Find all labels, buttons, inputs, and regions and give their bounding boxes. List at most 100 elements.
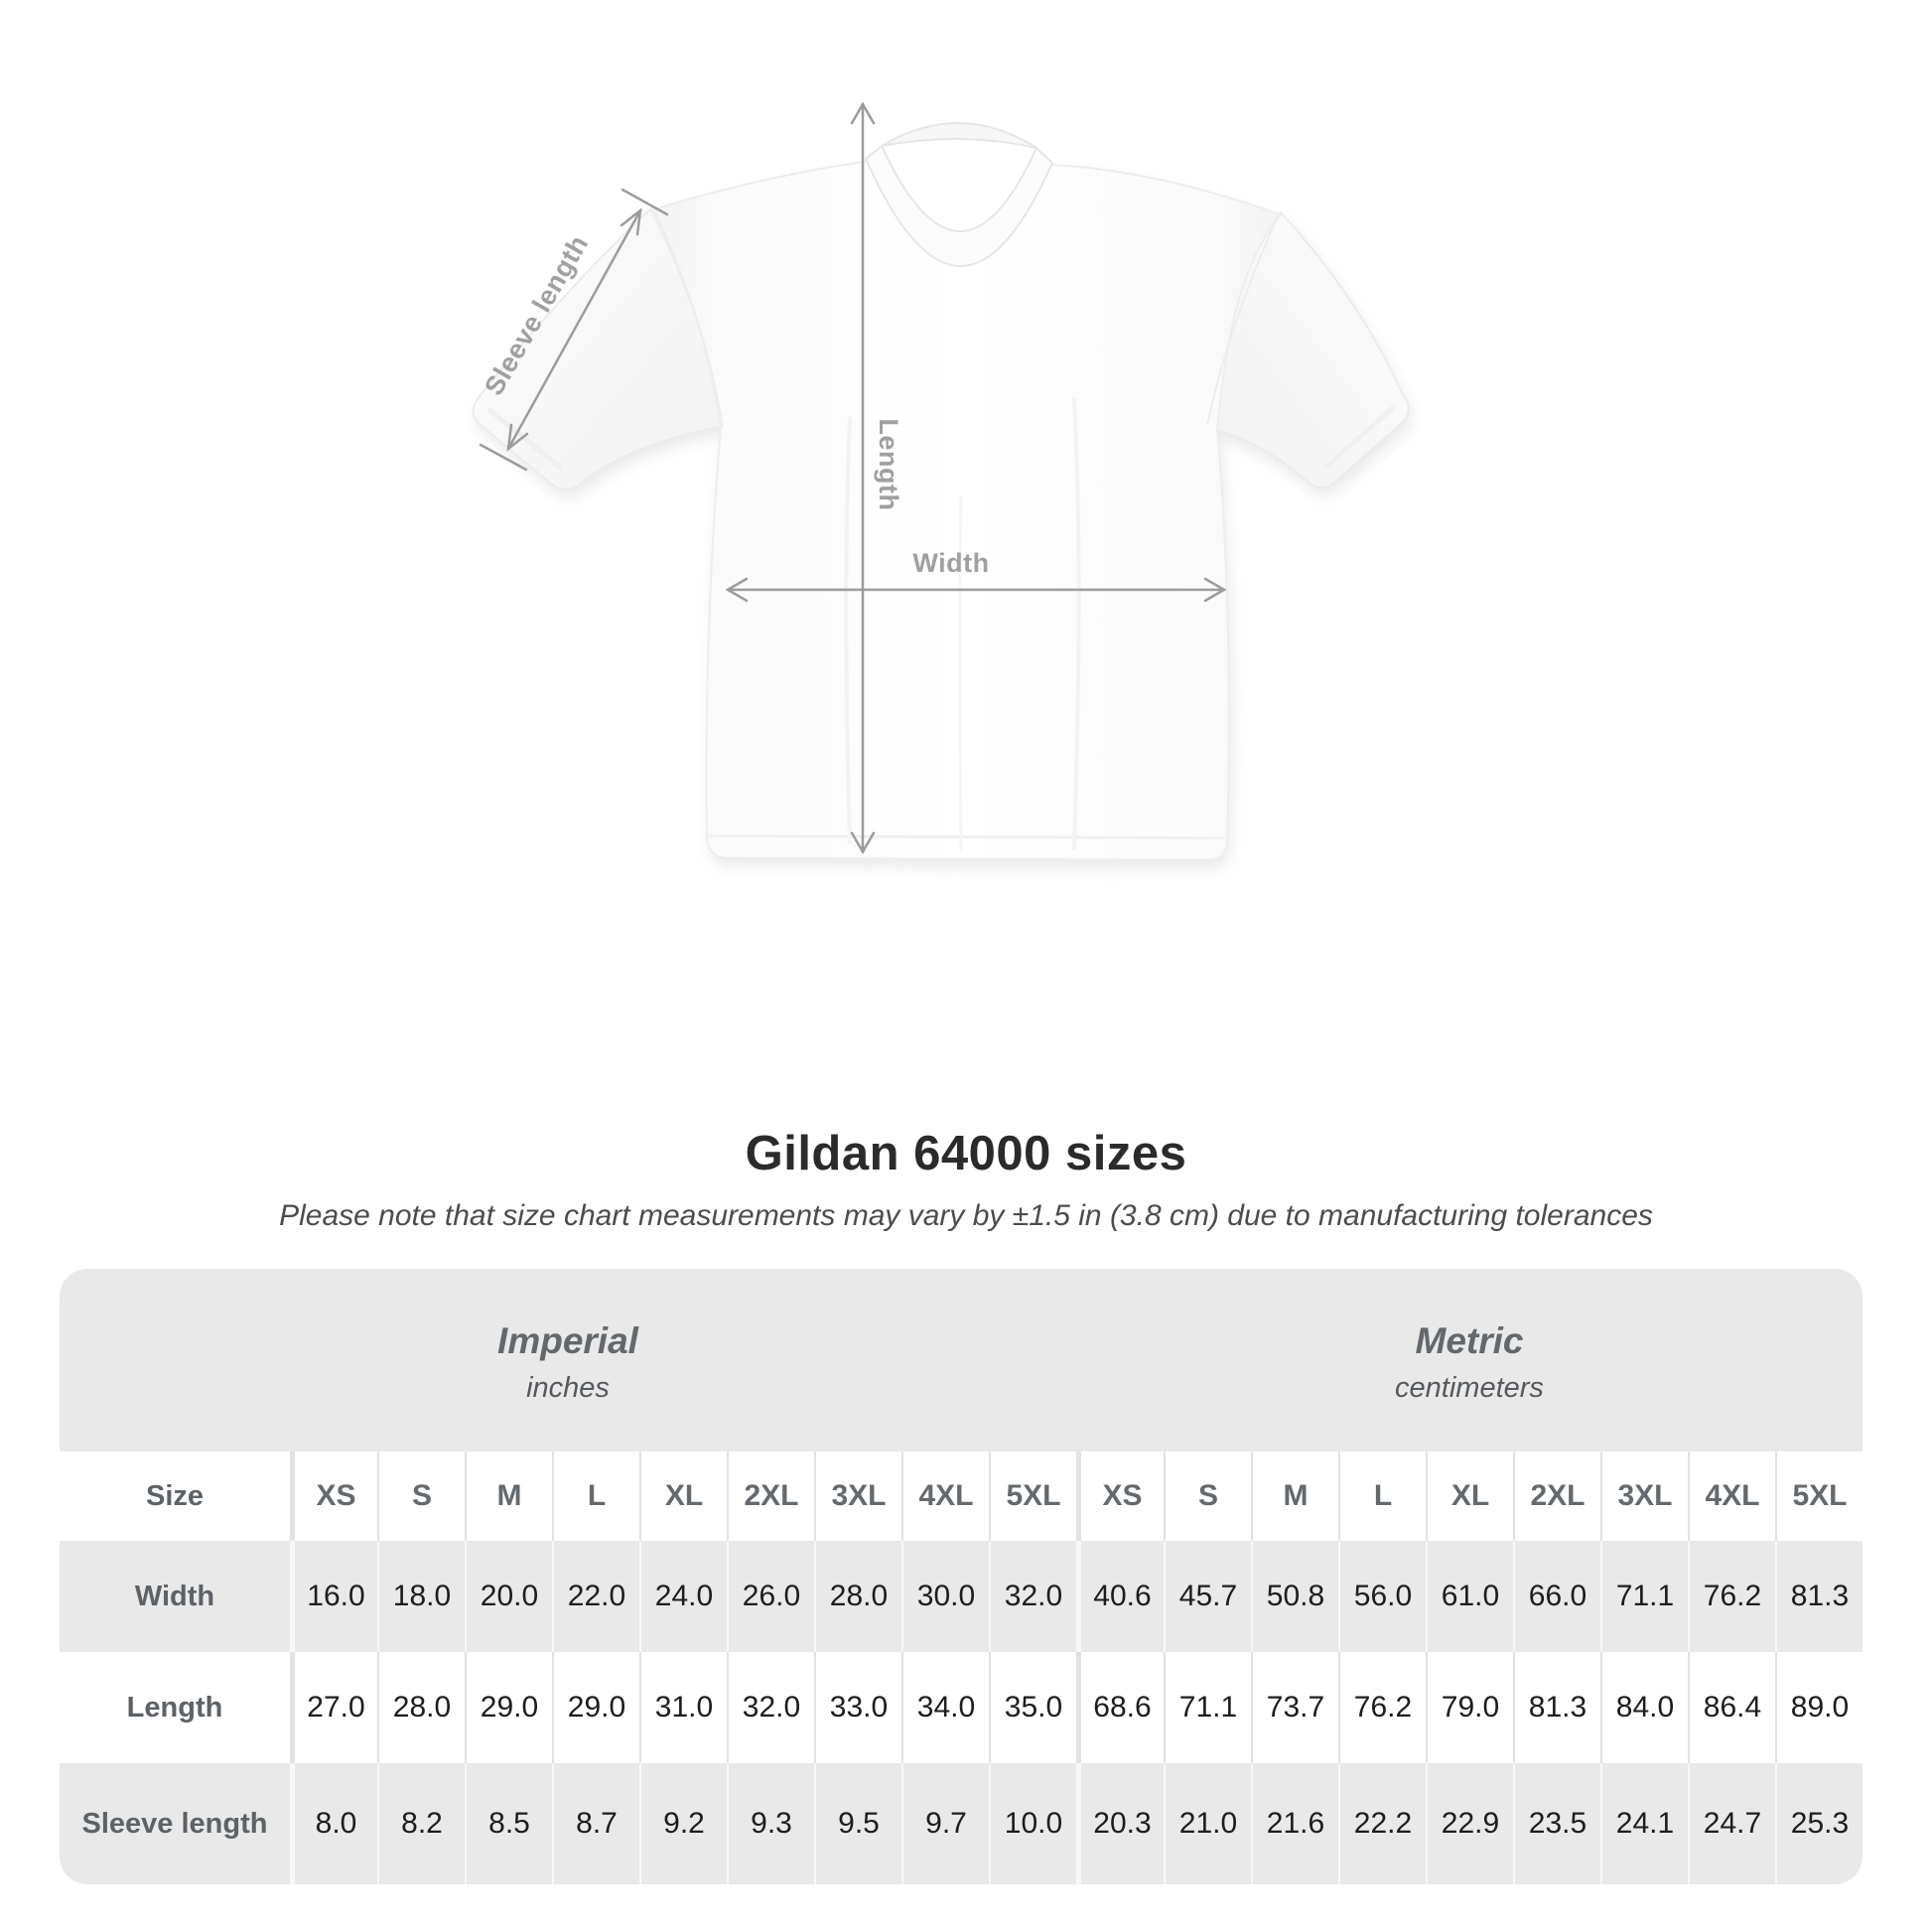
- value-cell: 21.6: [1251, 1763, 1338, 1884]
- value-cell: 28.0: [814, 1541, 901, 1652]
- row-label: Sleeve length: [81, 1807, 268, 1840]
- value-cell: 35.0: [989, 1652, 1076, 1763]
- value-cell: 29.0: [552, 1652, 639, 1763]
- value-cell: 23.5: [1513, 1763, 1600, 1884]
- size-header-row: Size XS S M L XL 2XL 3XL 4XL 5XL XS S M …: [60, 1451, 1863, 1541]
- imperial-unit: inches: [526, 1371, 610, 1404]
- value-cell: 45.7: [1164, 1541, 1251, 1652]
- width-row: Width 16.0 18.0 20.0 22.0 24.0 26.0 28.0…: [60, 1541, 1863, 1652]
- size-col-header: XS: [290, 1451, 377, 1541]
- value-cell: 33.0: [814, 1652, 901, 1763]
- value-cell: 29.0: [465, 1652, 552, 1763]
- value-cell: 79.0: [1426, 1652, 1513, 1763]
- size-col-header: XL: [1426, 1451, 1513, 1541]
- value-cell: 27.0: [290, 1652, 377, 1763]
- collar: [864, 144, 1054, 267]
- row-label: Length: [126, 1691, 223, 1724]
- value-cell: 61.0: [1426, 1541, 1513, 1652]
- value-cell: 24.7: [1688, 1763, 1775, 1884]
- value-cell: 31.0: [639, 1652, 727, 1763]
- value-cell: 9.2: [639, 1763, 727, 1884]
- size-table: Imperial inches Metric centimeters Size …: [60, 1269, 1863, 1884]
- value-cell: 22.9: [1426, 1763, 1513, 1884]
- value-cell: 66.0: [1513, 1541, 1600, 1652]
- size-col-header: 5XL: [1775, 1451, 1863, 1541]
- size-col-header: 3XL: [814, 1451, 901, 1541]
- value-cell: 71.1: [1600, 1541, 1688, 1652]
- value-cell: 84.0: [1600, 1652, 1688, 1763]
- value-cell: 22.0: [552, 1541, 639, 1652]
- size-col-header: L: [1338, 1451, 1426, 1541]
- value-cell: 30.0: [901, 1541, 989, 1652]
- value-cell: 10.0: [989, 1763, 1076, 1884]
- value-cell: 24.0: [639, 1541, 727, 1652]
- width-label: Width: [912, 548, 989, 578]
- value-cell: 81.3: [1775, 1541, 1863, 1652]
- length-arrow: [850, 101, 876, 855]
- size-col-header: 2XL: [727, 1451, 814, 1541]
- value-cell: 89.0: [1775, 1652, 1863, 1763]
- value-cell: 71.1: [1164, 1652, 1251, 1763]
- value-cell: 28.0: [377, 1652, 465, 1763]
- imperial-label: Imperial: [497, 1319, 638, 1361]
- collar-back: [881, 122, 1037, 149]
- tshirt-measurement-diagram: Sleeve length Length Width: [472, 101, 1412, 868]
- value-cell: 8.2: [377, 1763, 465, 1884]
- length-label: Length: [874, 419, 903, 511]
- unit-group-header-row: Imperial inches Metric centimeters: [60, 1269, 1863, 1451]
- page-title: Gildan 64000 sizes: [745, 1127, 1187, 1180]
- value-cell: 68.6: [1076, 1652, 1164, 1763]
- row-label: Width: [134, 1580, 215, 1612]
- value-cell: 8.7: [552, 1763, 639, 1884]
- value-cell: 73.7: [1251, 1652, 1338, 1763]
- value-cell: 20.0: [465, 1541, 552, 1652]
- length-row: Length 27.0 28.0 29.0 29.0 31.0 32.0 33.…: [60, 1652, 1863, 1763]
- value-cell: 34.0: [901, 1652, 989, 1763]
- value-cell: 18.0: [377, 1541, 465, 1652]
- value-cell: 16.0: [290, 1541, 377, 1652]
- size-col-header: M: [465, 1451, 552, 1541]
- size-col-header: XS: [1076, 1451, 1164, 1541]
- size-col-header: 2XL: [1513, 1451, 1600, 1541]
- value-cell: 32.0: [989, 1541, 1076, 1652]
- value-cell: 25.3: [1775, 1763, 1863, 1884]
- size-col-header: XL: [639, 1451, 727, 1541]
- metric-group-header: Metric centimeters: [1076, 1269, 1863, 1451]
- value-cell: 22.2: [1338, 1763, 1426, 1884]
- size-col-header: 3XL: [1600, 1451, 1688, 1541]
- value-cell: 24.1: [1600, 1763, 1688, 1884]
- size-corner-header: Size: [145, 1479, 205, 1512]
- value-cell: 20.3: [1076, 1763, 1164, 1884]
- value-cell: 8.5: [465, 1763, 552, 1884]
- size-col-header: 5XL: [989, 1451, 1076, 1541]
- tolerance-note: Please note that size chart measurements…: [279, 1199, 1653, 1232]
- value-cell: 21.0: [1164, 1763, 1251, 1884]
- sleeve-length-arrow: [479, 188, 669, 472]
- measurement-arrows: [479, 101, 1227, 855]
- sleeve-length-row: Sleeve length 8.0 8.2 8.5 8.7 9.2 9.3 9.…: [60, 1763, 1863, 1884]
- width-arrow: [725, 577, 1227, 603]
- value-cell: 76.2: [1688, 1541, 1775, 1652]
- size-col-header: L: [552, 1451, 639, 1541]
- size-col-header: M: [1251, 1451, 1338, 1541]
- size-col-header: S: [1164, 1451, 1251, 1541]
- value-cell: 86.4: [1688, 1652, 1775, 1763]
- size-col-header: 4XL: [1688, 1451, 1775, 1541]
- size-col-header: S: [377, 1451, 465, 1541]
- value-cell: 56.0: [1338, 1541, 1426, 1652]
- value-cell: 26.0: [727, 1541, 814, 1652]
- imperial-group-header: Imperial inches: [60, 1269, 1076, 1451]
- value-cell: 76.2: [1338, 1652, 1426, 1763]
- tshirt-graphic: [472, 122, 1410, 861]
- value-cell: 32.0: [727, 1652, 814, 1763]
- value-cell: 81.3: [1513, 1652, 1600, 1763]
- value-cell: 9.3: [727, 1763, 814, 1884]
- value-cell: 9.5: [814, 1763, 901, 1884]
- value-cell: 8.0: [290, 1763, 377, 1884]
- size-col-header: 4XL: [901, 1451, 989, 1541]
- value-cell: 40.6: [1076, 1541, 1164, 1652]
- metric-unit: centimeters: [1395, 1371, 1544, 1404]
- metric-label: Metric: [1415, 1319, 1524, 1361]
- value-cell: 9.7: [901, 1763, 989, 1884]
